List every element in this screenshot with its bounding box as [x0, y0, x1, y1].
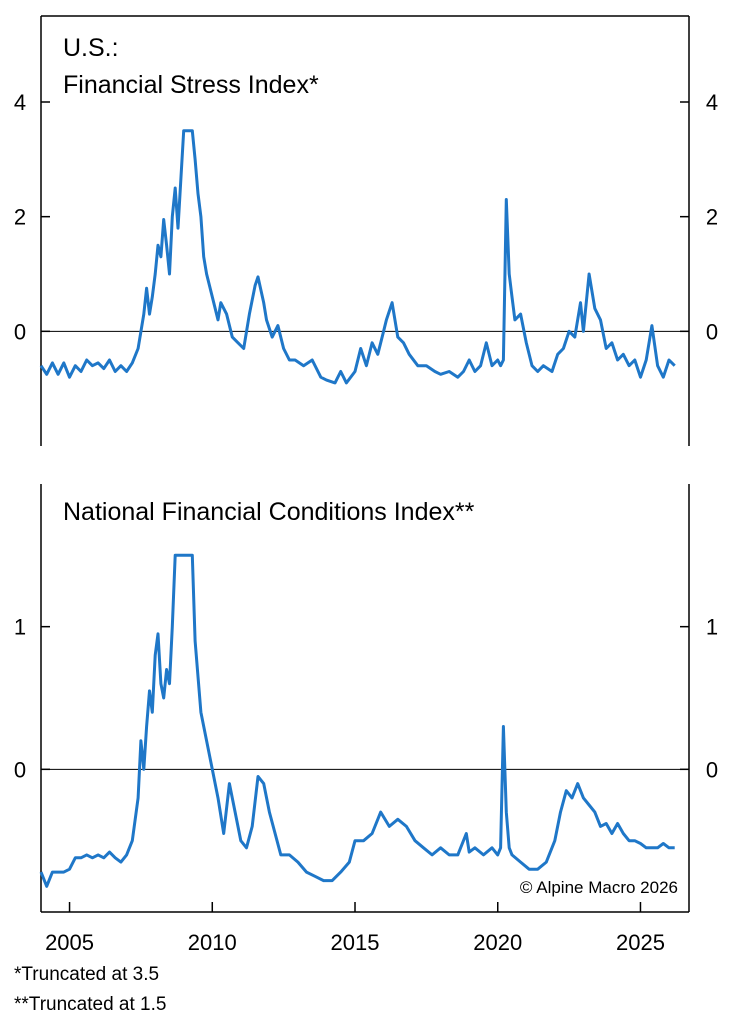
copyright: © Alpine Macro 2026: [520, 878, 678, 897]
panel1-ytick-label-right: 4: [706, 90, 718, 115]
xtick-label: 2020: [473, 930, 522, 955]
xtick-label: 2010: [188, 930, 237, 955]
panel2-ytick-label-left: 0: [14, 757, 26, 782]
panel2-title: National Financial Conditions Index**: [63, 498, 475, 526]
panel1-title: U.S.:: [63, 34, 119, 62]
xtick-label: 2025: [616, 930, 665, 955]
panel1-ytick-label-left: 4: [14, 90, 26, 115]
footnote-1: *Truncated at 3.5: [14, 964, 160, 985]
panel1-subtitle: Financial Stress Index*: [63, 71, 319, 99]
panel2-series-line: [39, 553, 675, 888]
financial-stress-panel: U.S.: Financial Stress Index* 0 0 2 2 4 4: [14, 15, 718, 446]
panel2-ytick-label-right: 1: [706, 615, 718, 640]
panel1-series-line: [39, 129, 676, 385]
panel2-ytick-label-right: 0: [706, 757, 718, 782]
xtick-label: 2005: [45, 930, 94, 955]
xtick-label: 2015: [331, 930, 380, 955]
footnote-2: **Truncated at 1.5: [14, 994, 167, 1015]
panel1-ytick-label-left: 0: [14, 319, 26, 344]
panel1-ytick-label-right: 0: [706, 319, 718, 344]
panel1-ytick-label-right: 2: [706, 205, 718, 230]
panel1-ytick-label-left: 2: [14, 205, 26, 230]
nfci-panel: National Financial Conditions Index** © …: [14, 484, 718, 955]
panel2-ytick-label-left: 1: [14, 615, 26, 640]
